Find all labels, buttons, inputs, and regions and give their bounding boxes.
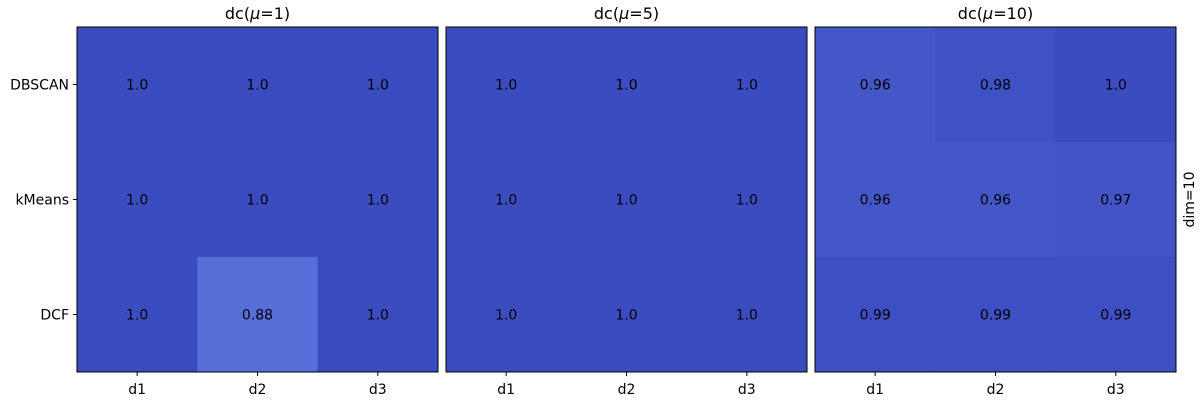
cell-value-label: 1.0 [367, 308, 389, 324]
heatmap-cell [686, 142, 808, 258]
cell-value-label: 1.0 [736, 308, 758, 324]
heatmap-cell [197, 257, 319, 373]
heatmap-cell [446, 142, 567, 258]
heatmap-cell [1055, 257, 1177, 373]
panel-title-suffix: =1) [260, 4, 290, 23]
x-tick-label: d3 [1107, 382, 1125, 398]
panel-title-suffix: =10) [993, 4, 1033, 23]
cell-value-label: 0.96 [860, 193, 891, 209]
heatmap-cell [446, 257, 567, 373]
heatmap-cell [935, 27, 1057, 143]
cell-value-label: 0.97 [1100, 193, 1131, 209]
heatmap-cell [935, 142, 1057, 258]
x-tick-label: d2 [249, 382, 267, 398]
cell-value-label: 1.0 [246, 78, 268, 94]
heatmap-cell [317, 27, 439, 143]
x-tick-label: d3 [738, 382, 756, 398]
cell-value-label: 0.99 [1100, 308, 1131, 324]
heatmap-cell [77, 257, 198, 373]
panel-title-symbol: μ [249, 4, 260, 23]
y-tick-label: DCF [40, 308, 69, 324]
x-tick-label: d1 [497, 382, 515, 398]
heatmap-cell [686, 27, 808, 143]
heatmap-cell [815, 142, 936, 258]
panel-title-suffix: =5) [629, 4, 659, 23]
heatmap-cell [77, 142, 198, 258]
heatmap-cell [566, 27, 688, 143]
cell-value-label: 1.0 [126, 308, 148, 324]
heatmap-panel-2: 1.0 1.0 1.0 1.0 1.0 1.0 1.0 1.0 1.0 dc(μ=5) d1 d2 d3 [445, 4, 808, 398]
heatmap-cell [446, 27, 567, 143]
heatmap-panel-1: 1.0 1.0 1.0 1.0 1.0 1.0 1.0 0.88 1.0 dc(μ=1) d1 d2 d… [10, 4, 439, 398]
cell-value-label: 1.0 [126, 78, 148, 94]
panel-title-prefix: dc( [225, 4, 250, 23]
panel-title-prefix: dc( [594, 4, 619, 23]
cell-value-label: 0.96 [860, 78, 891, 94]
heatmap-cell [566, 142, 688, 258]
y-tick-label: DBSCAN [10, 78, 69, 94]
heatmap-cell [566, 257, 688, 373]
cell-value-label: 1.0 [1105, 78, 1127, 94]
panel-title: dc(μ=1) [225, 4, 290, 23]
panel-title-symbol: μ [982, 4, 993, 23]
panel-title-prefix: dc( [958, 4, 983, 23]
cell-value-label: 0.88 [242, 308, 273, 324]
heatmap-cell [815, 27, 936, 143]
panel-title: dc(μ=5) [594, 4, 659, 23]
heatmap-cell [317, 142, 439, 258]
facet-side-label: dim=10 [1182, 172, 1198, 228]
cell-value-label: 1.0 [736, 193, 758, 209]
cell-value-label: 0.99 [860, 308, 891, 324]
cell-value-label: 0.99 [980, 308, 1011, 324]
cell-value-label: 1.0 [126, 193, 148, 209]
x-tick-label: d2 [618, 382, 636, 398]
cell-value-label: 0.96 [980, 193, 1011, 209]
cell-value-label: 1.0 [615, 308, 637, 324]
x-tick-label: d1 [866, 382, 884, 398]
x-tick-label: d3 [369, 382, 387, 398]
cell-value-label: 1.0 [367, 193, 389, 209]
panel-title: dc(μ=10) [958, 4, 1033, 23]
cell-value-label: 1.0 [736, 78, 758, 94]
heatmap-cell [197, 27, 319, 143]
heatmap-cell [77, 27, 198, 143]
x-tick-label: d1 [128, 382, 146, 398]
cell-value-label: 1.0 [495, 78, 517, 94]
panel-title-symbol: μ [618, 4, 629, 23]
heatmap-cell [1055, 27, 1177, 143]
cell-value-label: 1.0 [367, 78, 389, 94]
cell-value-label: 1.0 [246, 193, 268, 209]
heatmap-cell [935, 257, 1057, 373]
x-tick-label: d2 [987, 382, 1005, 398]
cell-value-label: 0.98 [980, 78, 1011, 94]
cell-value-label: 1.0 [615, 193, 637, 209]
heatmap-panel-3: 0.96 0.98 1.0 0.96 0.96 0.97 0.99 0.99 0.99 dc(μ=… [814, 4, 1177, 398]
cell-value-label: 1.0 [495, 193, 517, 209]
heatmap-cell [686, 257, 808, 373]
heatmap-cell [317, 257, 439, 373]
cell-value-label: 1.0 [495, 308, 517, 324]
cell-value-label: 1.0 [615, 78, 637, 94]
heatmap-cell [815, 257, 936, 373]
heatmap-cell [1055, 142, 1177, 258]
y-tick-label: kMeans [15, 193, 69, 209]
heatmap-cell [197, 142, 319, 258]
